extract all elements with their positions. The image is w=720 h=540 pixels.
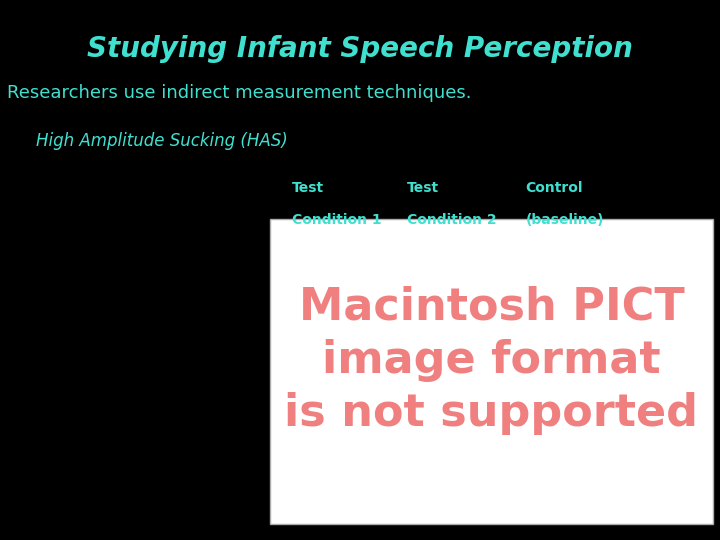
Text: Studying Infant Speech Perception: Studying Infant Speech Perception bbox=[87, 35, 633, 63]
Text: (baseline): (baseline) bbox=[526, 213, 604, 227]
Text: Control: Control bbox=[526, 181, 583, 195]
Text: Condition 2: Condition 2 bbox=[407, 213, 496, 227]
Text: Test: Test bbox=[292, 181, 324, 195]
Text: High Amplitude Sucking (HAS): High Amplitude Sucking (HAS) bbox=[36, 132, 288, 150]
Text: Test: Test bbox=[407, 181, 439, 195]
FancyBboxPatch shape bbox=[270, 219, 713, 524]
Text: Macintosh PICT
image format
is not supported: Macintosh PICT image format is not suppo… bbox=[284, 286, 698, 435]
Text: Researchers use indirect measurement techniques.: Researchers use indirect measurement tec… bbox=[7, 84, 472, 102]
Text: Condition 1: Condition 1 bbox=[292, 213, 381, 227]
